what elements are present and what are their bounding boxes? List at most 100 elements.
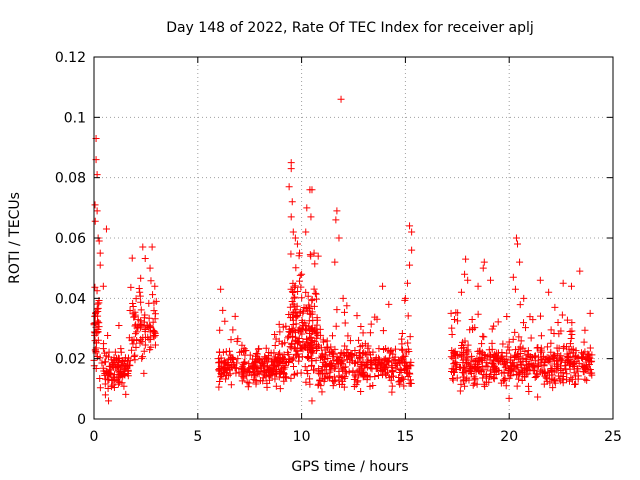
data-point xyxy=(566,377,574,385)
data-point xyxy=(480,333,488,341)
data-point xyxy=(478,340,486,348)
data-point xyxy=(364,373,372,381)
data-point xyxy=(355,336,363,344)
data-point xyxy=(221,317,229,325)
data-point xyxy=(106,369,114,377)
data-point xyxy=(400,358,408,366)
data-point xyxy=(569,360,577,368)
data-point xyxy=(520,294,528,302)
data-point xyxy=(147,277,155,285)
data-point xyxy=(238,372,246,380)
data-point xyxy=(107,383,115,391)
plot-frame xyxy=(93,56,614,420)
data-point xyxy=(333,207,341,215)
data-point xyxy=(95,299,103,307)
data-point xyxy=(346,337,354,345)
data-point xyxy=(261,359,269,367)
data-point xyxy=(129,340,137,348)
data-point xyxy=(308,344,316,352)
data-point xyxy=(216,378,224,386)
y-tick-label: 0.06 xyxy=(55,231,86,247)
data-point xyxy=(315,365,323,373)
data-point xyxy=(286,314,294,322)
data-point xyxy=(302,288,310,296)
data-point xyxy=(542,374,550,382)
data-point xyxy=(479,264,487,272)
data-point xyxy=(540,380,548,388)
data-point xyxy=(335,357,343,365)
data-point xyxy=(230,361,238,369)
data-point xyxy=(250,368,258,376)
data-point xyxy=(287,285,295,293)
data-point xyxy=(124,367,132,375)
data-point xyxy=(448,375,456,383)
data-point xyxy=(294,337,302,345)
data-point xyxy=(234,335,242,343)
data-point xyxy=(537,332,545,340)
data-point xyxy=(526,313,534,321)
data-point xyxy=(115,321,123,329)
data-point xyxy=(512,234,520,242)
data-point xyxy=(479,374,487,382)
data-point xyxy=(252,376,260,384)
data-point xyxy=(540,352,548,360)
data-point xyxy=(572,380,580,388)
data-point xyxy=(483,359,491,367)
data-point xyxy=(583,354,591,362)
data-point xyxy=(272,382,280,390)
data-point xyxy=(499,340,507,348)
data-point xyxy=(400,382,408,390)
y-axis-ticks: 0 0.02 0.04 0.06 0.08 0.1 0.12 xyxy=(55,50,613,428)
data-point xyxy=(397,376,405,384)
data-point xyxy=(126,362,134,370)
data-point xyxy=(303,335,311,343)
data-point xyxy=(105,348,113,356)
data-point xyxy=(272,370,280,378)
data-point xyxy=(310,302,318,310)
data-point xyxy=(296,277,304,285)
data-point xyxy=(96,261,104,269)
data-point xyxy=(104,331,112,339)
data-point xyxy=(548,365,556,373)
data-point xyxy=(271,331,279,339)
data-point xyxy=(585,351,593,359)
data-point xyxy=(545,288,553,296)
data-point xyxy=(291,328,299,336)
data-point xyxy=(520,319,528,327)
data-point xyxy=(362,361,370,369)
data-point xyxy=(236,348,244,356)
data-point xyxy=(301,363,309,371)
data-point xyxy=(310,285,318,293)
data-point xyxy=(93,171,101,179)
data-point xyxy=(517,337,525,345)
data-point xyxy=(367,364,375,372)
data-point xyxy=(284,334,292,342)
data-point xyxy=(587,369,595,377)
data-point xyxy=(350,383,358,391)
data-point xyxy=(568,319,576,327)
data-point xyxy=(367,320,375,328)
data-point xyxy=(143,322,151,330)
data-point xyxy=(96,375,104,383)
data-point xyxy=(505,394,513,402)
data-point xyxy=(114,363,122,371)
data-point xyxy=(289,321,297,329)
data-point xyxy=(509,335,517,343)
data-points xyxy=(90,95,596,405)
data-point xyxy=(259,377,267,385)
data-point xyxy=(318,350,326,358)
data-point xyxy=(146,264,154,272)
data-point xyxy=(316,325,324,333)
data-point xyxy=(282,322,290,330)
data-point xyxy=(395,356,403,364)
data-point xyxy=(566,340,574,348)
data-point xyxy=(287,165,295,173)
data-point xyxy=(132,295,140,303)
data-point xyxy=(150,307,158,315)
data-point xyxy=(504,343,512,351)
data-point xyxy=(311,289,319,297)
data-point xyxy=(284,350,292,358)
data-point xyxy=(240,359,248,367)
data-point xyxy=(302,378,310,386)
data-point xyxy=(117,362,125,370)
